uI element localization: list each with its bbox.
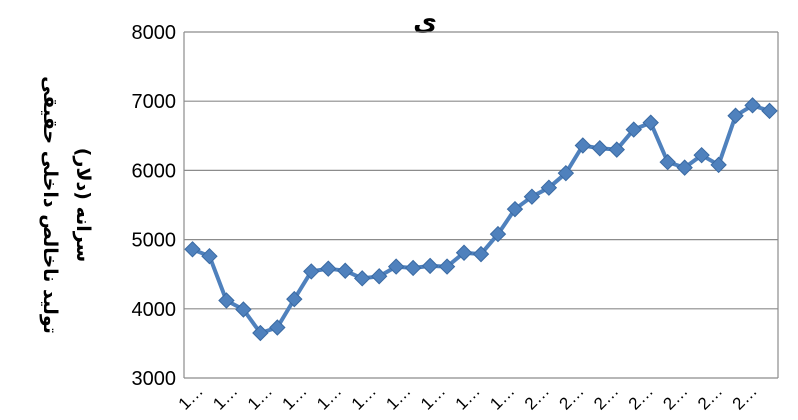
x-tick-label: 1…	[417, 381, 449, 413]
x-tick-label: 1…	[279, 381, 311, 413]
x-tick-label: 1…	[313, 381, 345, 413]
data-point	[659, 153, 676, 171]
y-tick-label: 6000	[132, 160, 177, 182]
data-point	[303, 263, 320, 280]
x-tick-label: 2…	[625, 381, 657, 413]
data-point	[727, 107, 744, 124]
data-point	[506, 200, 524, 218]
data-point	[710, 156, 727, 174]
x-tick-label: 2…	[590, 381, 622, 413]
x-tick-label: 2…	[729, 381, 761, 413]
data-point	[269, 319, 286, 336]
x-tick-label: 1…	[348, 381, 380, 413]
y-tick-label: 5000	[132, 230, 177, 252]
data-point	[472, 245, 490, 263]
series-line	[191, 103, 771, 335]
data-point	[337, 262, 354, 279]
y-tick-label: 8000	[132, 22, 177, 44]
x-axis-ticks: 1… 1… 1… 1… 1… 1… 1… 1… 1… 1… 2… 2… 2… 2… 2… 2… 2…	[175, 381, 761, 413]
data-point	[218, 292, 235, 309]
data-point	[676, 159, 693, 176]
data-point	[642, 114, 659, 131]
y-axis-ticks: 3000 4000 5000 6000 7000 8000	[132, 22, 177, 390]
data-point	[489, 225, 507, 243]
data-point	[744, 97, 761, 114]
data-point	[540, 179, 558, 196]
data-point	[184, 241, 201, 258]
chart-title-fragment: ی	[413, 7, 437, 37]
data-point	[353, 270, 371, 287]
data-point	[438, 258, 456, 275]
data-point	[591, 140, 609, 157]
data-point	[455, 244, 473, 261]
data-point	[523, 188, 541, 205]
data-point	[693, 146, 710, 164]
data-point	[574, 137, 592, 154]
data-point	[761, 102, 778, 120]
data-point	[557, 164, 575, 182]
data-point	[235, 301, 252, 318]
data-point	[201, 248, 218, 265]
y-tick-label: 4000	[132, 299, 177, 321]
data-point	[608, 141, 625, 158]
data-point	[286, 290, 303, 308]
x-tick-label: 2…	[694, 381, 726, 413]
data-point	[404, 259, 422, 277]
data-point	[625, 121, 642, 138]
x-tick-label: 1…	[209, 381, 241, 413]
x-tick-label: 2…	[556, 381, 588, 413]
data-point	[387, 258, 405, 275]
y-axis-label-line2: سرانه (دلار)	[72, 148, 94, 263]
x-tick-label: 1…	[175, 381, 207, 413]
data-point	[320, 260, 337, 277]
x-tick-label: 1…	[382, 381, 414, 413]
y-axis-label-line1: تولید ناخالص داخلی حقیقی	[39, 76, 61, 334]
y-tick-label: 7000	[132, 91, 177, 113]
data-point	[252, 324, 269, 342]
y-tick-label: 3000	[132, 368, 177, 390]
data-point	[421, 257, 439, 275]
series-group	[184, 97, 778, 342]
gridlines	[183, 31, 779, 379]
x-tick-label: 2…	[659, 381, 691, 413]
x-tick-label: 1…	[486, 381, 518, 413]
data-point	[370, 268, 388, 285]
x-tick-label: 1…	[452, 381, 484, 413]
x-tick-label: 2…	[521, 381, 553, 413]
x-tick-label: 1…	[244, 381, 276, 413]
